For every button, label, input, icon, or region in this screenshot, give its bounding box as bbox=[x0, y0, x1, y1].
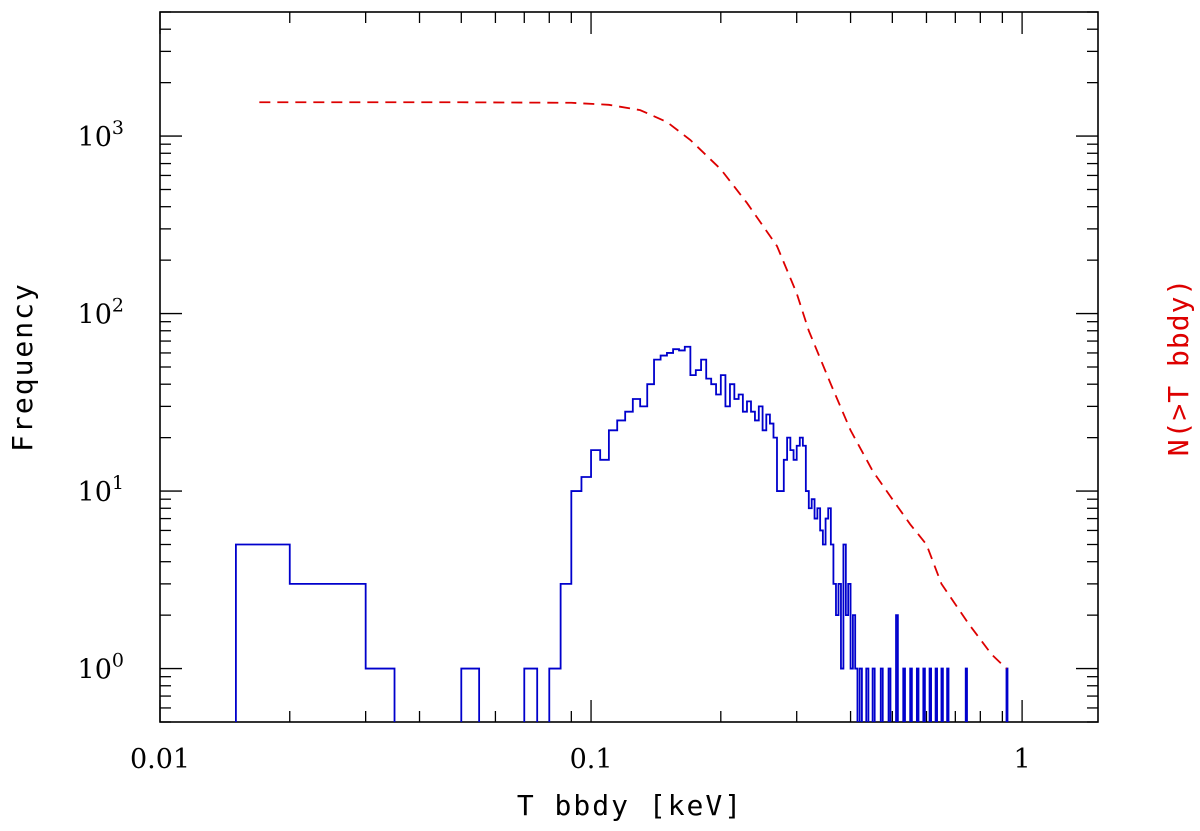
y-axis-title: Frequency bbox=[6, 282, 39, 452]
y-tick-label: 100 bbox=[78, 650, 124, 686]
y-tick-label: 102 bbox=[78, 295, 124, 331]
tick-marks bbox=[159, 11, 1098, 723]
y-tick-label: 103 bbox=[78, 117, 124, 153]
x-axis-title: T bbdy [keV] bbox=[517, 789, 743, 822]
x-tick-label: 0.1 bbox=[570, 744, 613, 775]
x-tick-label: 0.01 bbox=[130, 744, 190, 775]
plot-frame bbox=[159, 11, 1099, 723]
histogram-series-0 bbox=[235, 345, 1009, 722]
x-tick-label: 1 bbox=[1014, 744, 1031, 775]
series-layer bbox=[235, 101, 1009, 722]
y-tick-label: 101 bbox=[78, 472, 124, 508]
tick-labels: 0.01 0.1 1 100 101 102 103 bbox=[78, 117, 1031, 775]
right-axis-title: N(>T bbdy) bbox=[1162, 278, 1195, 457]
axes-frame bbox=[159, 11, 1099, 723]
cumulative-series-1 bbox=[259, 101, 1008, 670]
